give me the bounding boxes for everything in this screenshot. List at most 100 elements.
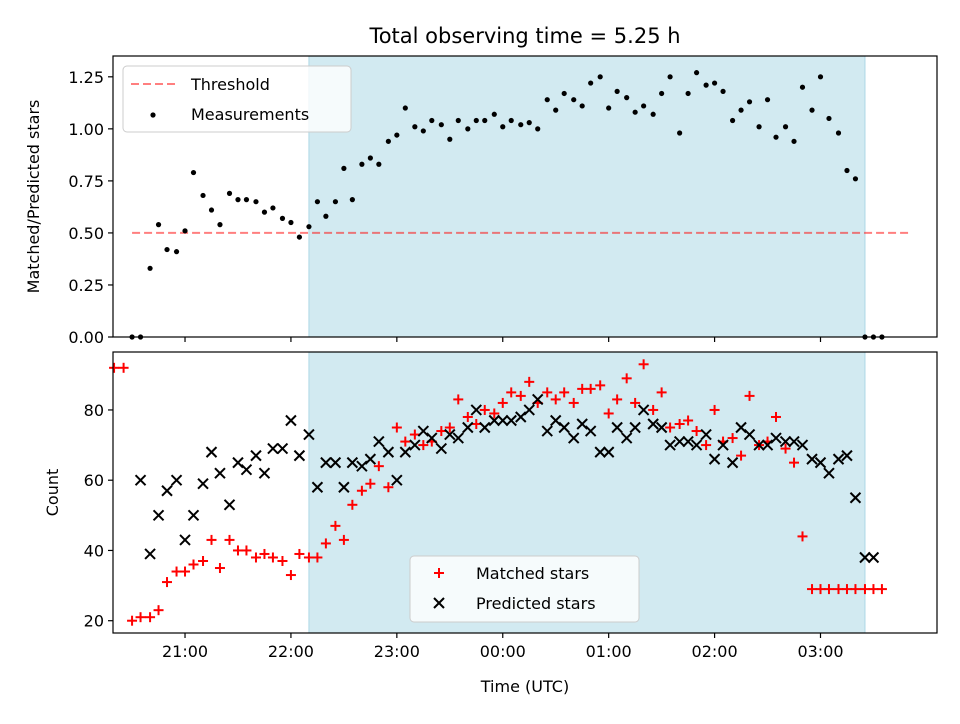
predicted-star-point [629,421,641,434]
predicted-star-stroke [550,414,562,427]
predicted-star-point [849,492,862,504]
predicted-star-stroke [584,425,597,437]
x-tick-label: 21:00 [162,642,208,661]
predicted-star-stroke [346,456,359,469]
predicted-star-stroke [382,446,395,458]
measurement-point [341,165,347,171]
predicted-star-point [753,439,765,451]
predicted-star-stroke [743,428,756,441]
predicted-star-stroke [849,492,862,504]
measurement-point [359,161,365,167]
matched-star-point [171,566,182,577]
measurement-point [420,128,426,134]
matched-star-point [127,615,138,626]
legend-matched-swatch [434,568,444,578]
matched-star-point [789,457,800,468]
predicted-star-point [708,453,721,465]
matched-star-point [400,436,411,447]
predicted-star-stroke [232,456,244,469]
matched-star-point [815,584,826,595]
predicted-star-stroke [329,456,342,469]
x-tick-label: 00:00 [480,642,526,661]
y-tick-label: 1.25 [68,68,104,87]
matched-star-point [850,584,861,595]
predicted-star-stroke [311,481,324,493]
measurement-point [561,90,567,97]
predicted-star-stroke [161,485,173,497]
predicted-star-point [700,428,712,441]
measurement-point [314,199,321,205]
measurement-point [738,107,744,113]
matched-star-point [727,433,738,444]
predicted-star-stroke [558,421,570,434]
y-tick-label: 1.00 [68,120,104,139]
measurement-point [764,97,771,103]
matched-star-point [206,534,217,545]
measurement-point [508,117,514,124]
predicted-star-point [293,449,306,462]
predicted-star-stroke [788,435,800,448]
predicted-star-stroke [303,428,315,441]
predicted-star-point [788,435,800,448]
y-tick-label: 20 [84,612,104,631]
predicted-star-stroke [452,432,464,444]
predicted-star-point [541,425,553,437]
predicted-star-point [682,435,694,448]
matched-star-point [771,411,782,422]
matched-star-point [109,362,120,373]
legend-matched-label: Matched stars [476,564,589,583]
x-tick-label: 23:00 [374,642,420,661]
measurement-point [243,197,250,203]
matched-star-point [418,440,429,451]
matched-star-point [224,534,235,545]
measurement-point [685,90,691,97]
measurement-point [544,97,550,103]
predicted-star-stroke [488,414,500,427]
predicted-star-point [655,421,668,434]
predicted-star-stroke [444,428,456,441]
measurement-point [720,88,726,94]
measurement-point [226,190,233,196]
x-tick-label: 01:00 [586,642,632,661]
matched-star-point [303,552,314,563]
matched-star-point [524,376,535,387]
measurement-point [438,122,444,128]
matched-star-point [665,422,676,433]
measurement-point [650,111,656,117]
measurement-point [482,117,488,124]
predicted-star-point [205,446,218,458]
predicted-star-stroke [753,439,765,451]
matched-star-point [391,422,402,433]
matched-star-point [841,584,852,595]
axes-frame [112,351,938,634]
measurement-point [659,90,665,97]
matched-star-point [656,387,667,398]
measurement-point [835,130,842,136]
predicted-star-stroke [814,456,827,469]
matched-star-point [577,383,588,394]
measurement-point [190,169,197,176]
matched-star-point [232,545,243,556]
predicted-star-point [338,481,350,493]
measurement-point [296,234,303,240]
matched-star-point [267,552,278,563]
matched-star-point [638,359,649,370]
matched-star-point [568,397,579,408]
matched-star-point [709,404,720,415]
predicted-star-point [497,414,509,427]
matched-star-point [550,394,561,405]
matched-star-point [145,612,156,623]
predicted-star-stroke [435,442,448,455]
matched-star-point [118,362,129,373]
predicted-star-stroke [523,404,535,416]
predicted-star-point [417,425,430,437]
measurement-point [711,80,718,86]
predicted-star-stroke [479,421,491,434]
measurement-point [624,95,630,101]
measurement-point [367,155,373,161]
measurement-point [412,124,418,130]
predicted-star-point [726,456,739,469]
measurement-point [773,134,779,140]
predicted-star-stroke [373,435,385,448]
matched-star-point [409,429,420,440]
